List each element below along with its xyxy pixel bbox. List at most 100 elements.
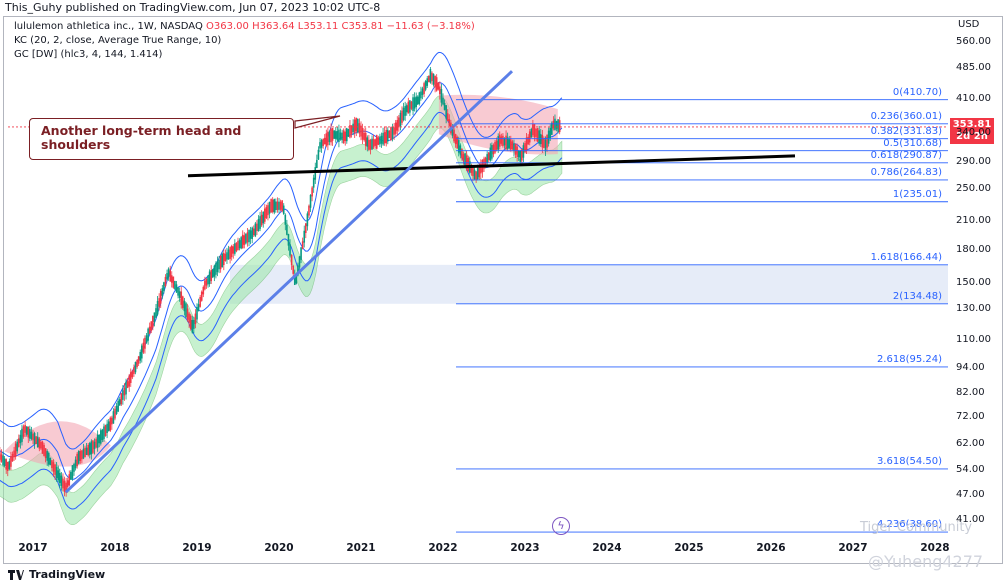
candle-body <box>59 472 61 484</box>
candle-body <box>245 233 247 244</box>
candle-body <box>158 298 160 307</box>
candle-body <box>100 430 102 444</box>
x-tick-label: 2020 <box>264 542 294 554</box>
candle-body <box>267 205 269 216</box>
candle-body <box>66 480 69 488</box>
candle-body <box>298 256 301 268</box>
candle-body <box>260 214 263 226</box>
candle-body <box>270 199 272 213</box>
candle-body <box>505 135 507 150</box>
candle-body <box>366 137 369 147</box>
candle-body <box>282 205 285 214</box>
candle-body <box>418 92 421 104</box>
candle-body <box>412 97 414 111</box>
annotation-callout[interactable]: Another long-term head and shoulders <box>29 118 294 160</box>
x-tick-label: 2025 <box>674 542 704 554</box>
candle-body <box>25 426 28 435</box>
candle-body <box>259 216 261 229</box>
candle-body <box>41 441 44 454</box>
x-tick-label: 2021 <box>346 542 376 554</box>
candle-body <box>63 480 66 492</box>
candle-body <box>57 470 60 481</box>
candle-body <box>166 273 168 280</box>
lightning-icon[interactable]: ϟ <box>552 517 570 535</box>
candle-body <box>204 280 206 290</box>
candle-body <box>144 337 146 349</box>
candle-body <box>76 453 78 467</box>
candle-body <box>95 439 97 448</box>
candle-body <box>316 159 318 169</box>
candle-body <box>429 69 432 83</box>
candle-body <box>322 139 324 146</box>
candle-body <box>211 269 214 278</box>
candle-body <box>136 360 138 368</box>
candle-body <box>115 405 118 414</box>
candle-body <box>475 171 477 181</box>
candle-body <box>126 381 129 388</box>
candle-body <box>382 132 384 145</box>
candle-body <box>551 122 553 135</box>
candle-body <box>497 136 499 150</box>
candle-body <box>511 141 514 149</box>
x-tick-label: 2027 <box>838 542 868 554</box>
candle-body <box>84 447 86 458</box>
candle-body <box>79 451 82 461</box>
candle-body <box>338 129 340 142</box>
candle-body <box>325 133 328 147</box>
candle-body <box>40 441 42 449</box>
y-tick-label: 180.00 <box>956 243 991 255</box>
candle-body <box>319 142 321 149</box>
candle-body <box>169 270 171 282</box>
candle-body <box>36 436 39 448</box>
candle-body <box>480 163 482 174</box>
author-watermark: @Yuheng4277 <box>868 552 984 571</box>
candle-body <box>148 326 151 334</box>
candle-body <box>93 441 96 450</box>
candle-body <box>271 199 274 212</box>
candle-body <box>292 265 294 274</box>
candle-body <box>46 451 48 461</box>
candle-body <box>287 234 290 246</box>
y-tick-label: 82.00 <box>956 387 985 399</box>
candle-body <box>33 433 36 445</box>
candle-body <box>554 118 556 130</box>
fib-label-0.618: 0.618(290.87) <box>870 149 942 161</box>
candle-body <box>410 101 413 109</box>
candle-body <box>514 144 517 155</box>
candle-body <box>522 145 525 158</box>
y-tick-label: 41.00 <box>956 514 985 525</box>
candle-body <box>92 440 94 453</box>
candle-body <box>355 117 358 132</box>
candle-body <box>182 296 184 308</box>
candle-body <box>118 399 121 406</box>
candle-body <box>374 139 376 146</box>
candle-body <box>314 167 317 180</box>
candle-body <box>139 351 142 361</box>
x-tick-label: 2028 <box>920 542 950 554</box>
keltner-legend[interactable]: KC (20, 2, close, Average True Range, 10… <box>14 35 222 46</box>
y-tick-label: 150.00 <box>956 276 991 288</box>
candle-body <box>398 117 400 128</box>
candle-body <box>383 132 386 144</box>
candle-body <box>161 288 164 296</box>
gaussian-channel-legend[interactable]: GC [DW] (hlc3, 4, 144, 1.414) <box>14 49 163 60</box>
candle-body <box>77 450 80 464</box>
candle-body <box>336 130 339 140</box>
candle-body <box>478 164 481 178</box>
candle-body <box>145 335 148 343</box>
candle-body <box>51 460 53 469</box>
candle-body <box>10 455 12 467</box>
y-tick-label: 72.00 <box>956 411 985 423</box>
candle-body <box>492 144 495 155</box>
candle-body <box>243 235 246 245</box>
candle-body <box>14 443 17 457</box>
candle-body <box>205 278 208 286</box>
candle-body <box>404 106 406 116</box>
candle-body <box>421 88 424 95</box>
candle-body <box>502 135 504 147</box>
candle-body <box>393 127 395 135</box>
candle-body <box>334 131 337 139</box>
candle-body <box>256 223 258 232</box>
candle-body <box>2 455 4 465</box>
